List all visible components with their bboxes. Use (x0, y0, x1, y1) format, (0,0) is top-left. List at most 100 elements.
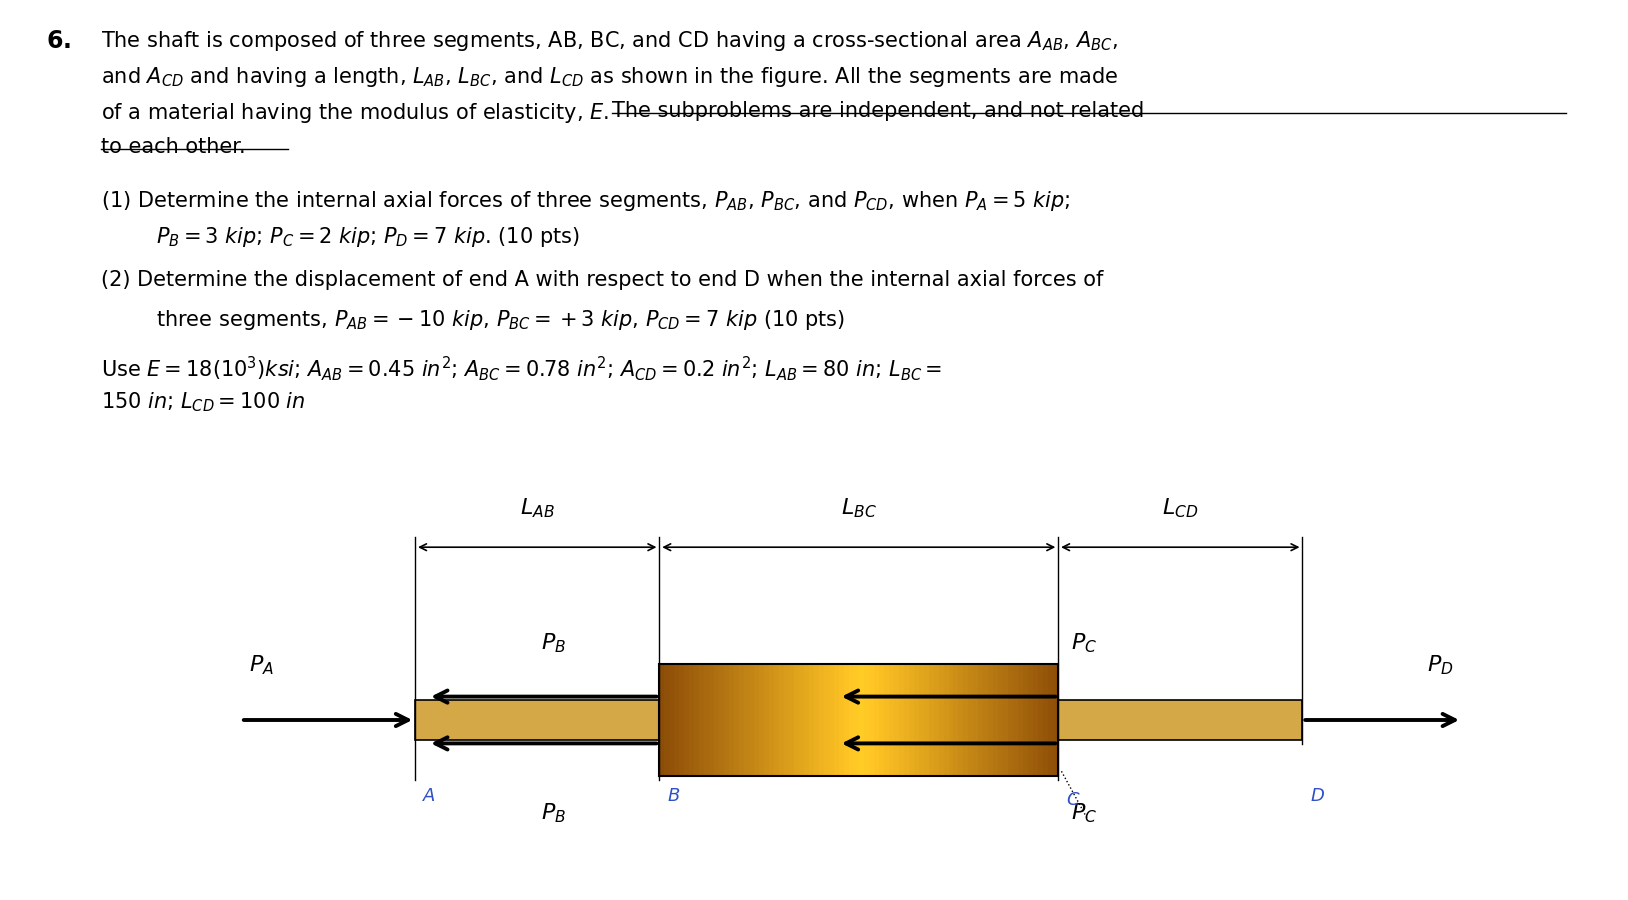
Bar (879, 664, 884, 776)
Bar (834, 664, 840, 776)
Bar (913, 664, 920, 776)
Bar (759, 664, 765, 776)
Bar (794, 664, 799, 776)
Bar (785, 664, 790, 776)
Bar (964, 664, 969, 776)
Bar (664, 664, 671, 776)
Text: $150$ $in$; $L_{CD} = 100$ $in$: $150$ $in$; $L_{CD} = 100$ $in$ (101, 391, 306, 414)
Bar (799, 664, 804, 776)
Bar (933, 664, 939, 776)
Bar (720, 664, 724, 776)
Bar (710, 664, 715, 776)
Text: Use $E = 18(10^3)ksi$; $A_{AB} = 0.45$ $in^2$; $A_{BC} = 0.78$ $in^2$; $A_{CD} =: Use $E = 18(10^3)ksi$; $A_{AB} = 0.45$ $… (101, 355, 943, 383)
Bar (705, 664, 710, 776)
Bar (689, 664, 695, 776)
Bar (724, 664, 729, 776)
Bar (734, 664, 739, 776)
Text: of a material having the modulus of elasticity, $E$.: of a material having the modulus of elas… (101, 101, 610, 125)
Bar (669, 664, 676, 776)
Bar (739, 664, 746, 776)
Bar (809, 664, 814, 776)
Bar (874, 664, 879, 776)
Text: $P_C$: $P_C$ (1071, 801, 1097, 824)
Bar (1003, 664, 1009, 776)
Bar (843, 664, 850, 776)
Bar (864, 664, 869, 776)
Text: (1) Determine the internal axial forces of three segments, $P_{AB}$, $P_{BC}$, a: (1) Determine the internal axial forces … (101, 189, 1071, 213)
Bar (998, 664, 1004, 776)
Bar (659, 664, 1058, 776)
Bar (904, 664, 910, 776)
Bar (1048, 664, 1053, 776)
Text: The subproblems are independent, and not related: The subproblems are independent, and not… (612, 101, 1144, 121)
Text: $L_{BC}$: $L_{BC}$ (840, 497, 877, 520)
Bar (744, 664, 751, 776)
Text: $P_B = 3$ $kip$; $P_C = 2$ $kip$; $P_D = 7$ $kip$. (10 pts): $P_B = 3$ $kip$; $P_C = 2$ $kip$; $P_D =… (156, 225, 580, 249)
Bar (819, 664, 825, 776)
Bar (780, 664, 785, 776)
Bar (978, 664, 985, 776)
Bar (848, 664, 855, 776)
Text: C: C (1066, 791, 1079, 809)
Bar (949, 664, 954, 776)
Bar (889, 664, 894, 776)
Text: $L_{CD}$: $L_{CD}$ (1162, 497, 1198, 520)
Bar (684, 664, 690, 776)
Bar (838, 664, 845, 776)
Text: $P_A$: $P_A$ (249, 653, 274, 677)
Text: $P_C$: $P_C$ (1071, 632, 1097, 655)
Bar (829, 664, 835, 776)
Bar (415, 700, 659, 740)
Bar (804, 664, 809, 776)
Bar (729, 664, 734, 776)
Bar (923, 664, 930, 776)
Bar (768, 664, 775, 776)
Bar (1008, 664, 1014, 776)
Bar (659, 664, 666, 776)
Bar (749, 664, 755, 776)
Bar (969, 664, 974, 776)
Text: $P_D$: $P_D$ (1428, 653, 1454, 677)
Bar (764, 664, 770, 776)
Bar (918, 664, 925, 776)
Bar (884, 664, 889, 776)
Bar (853, 664, 860, 776)
Bar (1019, 664, 1024, 776)
Text: $P_B$: $P_B$ (540, 632, 567, 655)
Text: D: D (1311, 787, 1325, 805)
Bar (679, 664, 685, 776)
Bar (974, 664, 980, 776)
Text: $\mathbf{6.}$: $\mathbf{6.}$ (46, 29, 70, 53)
Bar (1024, 664, 1029, 776)
Bar (694, 664, 700, 776)
Bar (938, 664, 944, 776)
Bar (773, 664, 780, 776)
Bar (908, 664, 915, 776)
Bar (1044, 664, 1048, 776)
Bar (1034, 664, 1039, 776)
Bar (860, 664, 864, 776)
Bar (790, 664, 794, 776)
Text: to each other.: to each other. (101, 137, 246, 157)
Bar (983, 664, 990, 776)
Bar (715, 664, 720, 776)
Bar (899, 664, 905, 776)
Bar (674, 664, 681, 776)
Bar (1013, 664, 1019, 776)
Bar (869, 664, 874, 776)
Bar (824, 664, 830, 776)
Text: $L_{AB}$: $L_{AB}$ (519, 497, 555, 520)
Bar (959, 664, 964, 776)
Bar (1039, 664, 1044, 776)
Bar (954, 664, 959, 776)
Text: The shaft is composed of three segments, AB, BC, and CD having a cross-sectional: The shaft is composed of three segments,… (101, 29, 1118, 53)
Text: and $A_{CD}$ and having a length, $L_{AB}$, $L_{BC}$, and $L_{CD}$ as shown in t: and $A_{CD}$ and having a length, $L_{AB… (101, 65, 1118, 89)
Bar (754, 664, 760, 776)
Bar (1058, 700, 1302, 740)
Bar (944, 664, 949, 776)
Bar (993, 664, 1000, 776)
Text: $P_B$: $P_B$ (540, 801, 567, 824)
Text: (2) Determine the displacement of end A with respect to end D when the internal : (2) Determine the displacement of end A … (101, 270, 1104, 290)
Bar (700, 664, 705, 776)
Bar (1053, 664, 1060, 776)
